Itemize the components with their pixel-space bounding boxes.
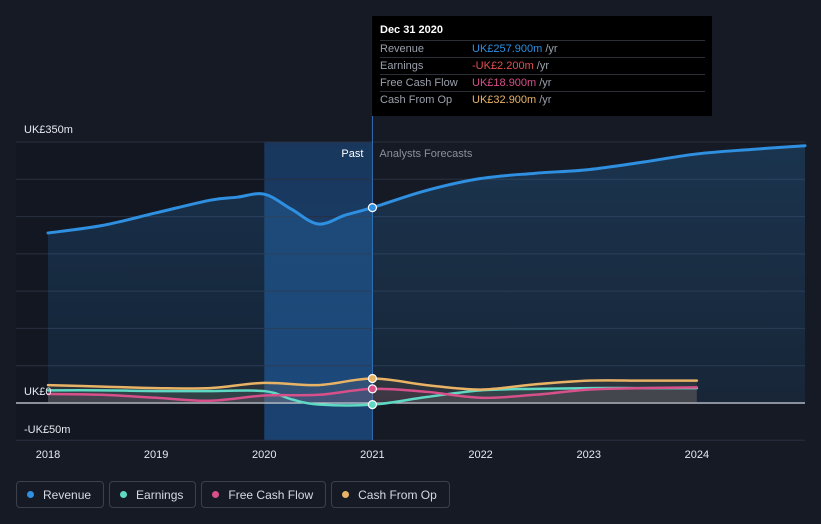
chart-canvas: UK£350m UK£0 -UK£50m 2018 2019 2020 2021 2022 20… (16, 16, 807, 461)
tooltip: Dec 31 2020 Revenue UK£257.900m /yr Earn… (372, 16, 712, 116)
tooltip-row-cash-from-op: Cash From Op UK£32.900m /yr (380, 91, 705, 108)
y-tick-label: -UK£50m (24, 424, 70, 436)
past-label: Past (341, 148, 363, 160)
y-tick-label: UK£350m (24, 124, 73, 136)
legend-item-earnings[interactable]: Earnings (109, 481, 197, 508)
revenue-marker (367, 203, 378, 213)
x-tick-label: 2023 (576, 449, 600, 461)
legend: Revenue Earnings Free Cash Flow Cash Fro… (16, 481, 450, 508)
x-tick-label: 2022 (468, 449, 492, 461)
tooltip-row-free-cash-flow: Free Cash Flow UK£18.900m /yr (380, 74, 705, 91)
cash-from-op-dot-icon (342, 491, 350, 498)
earnings-line (46, 386, 699, 407)
free-cash-flow-area (48, 387, 697, 403)
x-tick-label: 2024 (685, 449, 709, 461)
revenue-dot-icon (27, 491, 34, 498)
x-tick-label: 2020 (252, 449, 276, 461)
tooltip-date: Dec 31 2020 (380, 24, 443, 36)
x-tick-label: 2019 (144, 449, 168, 461)
revenue-line (46, 144, 807, 235)
tooltip-row-earnings: Earnings -UK£2.200m /yr (380, 57, 705, 74)
earnings-dot-icon (120, 491, 128, 498)
forecast-label: Analysts Forecasts (379, 148, 472, 160)
tooltip-row-revenue: Revenue UK£257.900m /yr (380, 40, 705, 57)
legend-item-revenue[interactable]: Revenue (16, 481, 105, 508)
revenue-area (48, 145, 805, 403)
legend-item-cash-from-op[interactable]: Cash From Op (331, 481, 450, 508)
y-tick-label: UK£0 (24, 386, 52, 398)
free-cash-flow-dot-icon (212, 491, 220, 498)
cash-from-op-marker (367, 373, 378, 384)
free-cash-flow-marker (367, 384, 378, 394)
x-tick-label: 2018 (36, 449, 60, 461)
legend-item-free-cash-flow[interactable]: Free Cash Flow (201, 481, 327, 508)
earnings-marker (367, 400, 378, 410)
x-tick-label: 2021 (360, 449, 384, 461)
